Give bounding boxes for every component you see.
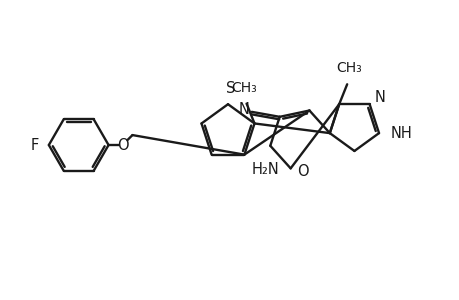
Text: CH₃: CH₃ [336, 61, 361, 75]
Text: H₂N: H₂N [251, 162, 279, 177]
Text: N: N [238, 102, 249, 117]
Text: NH: NH [390, 126, 412, 141]
Text: CH₃: CH₃ [231, 81, 257, 94]
Text: S: S [226, 81, 235, 96]
Text: O: O [117, 137, 128, 152]
Text: F: F [31, 137, 39, 152]
Text: O: O [297, 164, 308, 179]
Text: N: N [374, 90, 385, 105]
